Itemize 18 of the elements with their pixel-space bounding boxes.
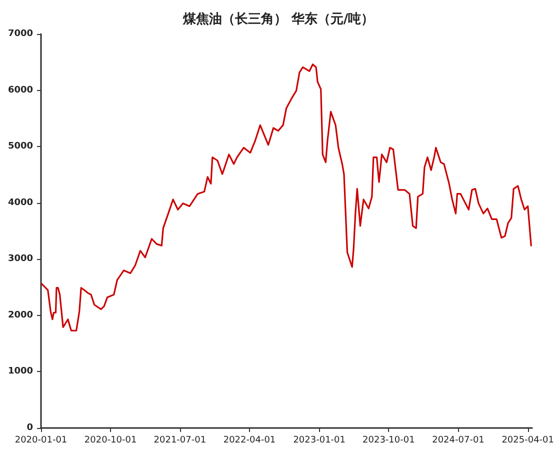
x-tick-label: 2024-07-01 [432, 436, 484, 446]
y-tick-label: 6000 [8, 85, 33, 96]
y-tick-label: 1000 [8, 366, 33, 377]
y-tick-label: 0 [26, 423, 33, 433]
x-tick-label: 2020-01-01 [14, 436, 68, 446]
x-tick-label: 2025-04-01 [502, 436, 554, 446]
chart-title: 煤焦油（长三角） 华东（元/吨） [182, 11, 374, 27]
y-tick-label: 4000 [8, 198, 33, 208]
x-tick-label: 2023-10-01 [362, 436, 415, 446]
y-tick-label: 3000 [8, 254, 33, 264]
y-tick-label: 2000 [8, 310, 33, 320]
x-tick-label: 2021-07-01 [154, 436, 206, 446]
line-series [40, 64, 532, 332]
x-tick-label: 2022-04-01 [223, 436, 276, 446]
x-tick-label: 2020-10-01 [84, 436, 137, 446]
y-tick-label: 7000 [8, 29, 33, 39]
x-tick-label: 2023-01-01 [293, 436, 346, 446]
y-tick-label: 5000 [8, 142, 33, 152]
